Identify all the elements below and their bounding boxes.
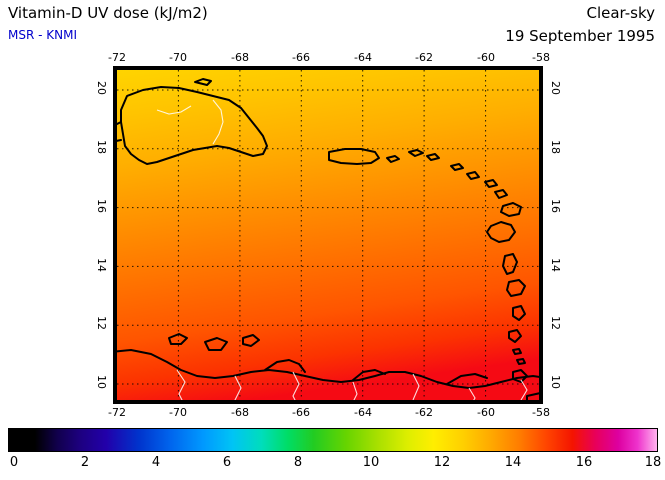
x-tick-top-5: -62 [415, 51, 433, 64]
colorbar-tick-9: 18 [644, 455, 662, 470]
map-plot: -72 -70 -68 -66 -64 -62 -60 -58 -72 -70 … [95, 51, 562, 419]
y-tick-left-1: 18 [95, 140, 108, 154]
y-tick-right-0: 20 [549, 81, 562, 95]
y-tick-left-3: 14 [95, 258, 108, 272]
y-tick-right-5: 10 [549, 375, 562, 389]
colorbar [8, 428, 658, 452]
x-tick-top-3: -66 [292, 51, 310, 64]
data-source-label: MSR - KNMI [8, 28, 78, 42]
colorbar-tick-0: 0 [9, 455, 19, 470]
colorbar-gradient [8, 428, 658, 452]
x-tick-bottom-4: -64 [354, 406, 372, 419]
x-tick-bottom-5: -62 [415, 406, 433, 419]
x-tick-top-2: -68 [231, 51, 249, 64]
x-tick-bottom-7: -58 [532, 406, 550, 419]
y-tick-right-4: 12 [549, 316, 562, 330]
y-tick-right-2: 16 [549, 199, 562, 213]
colorbar-tick-6: 12 [433, 455, 451, 470]
sky-condition-label: Clear-sky [586, 4, 655, 22]
colorbar-ticks: 0 2 4 6 8 10 12 14 16 18 [8, 455, 661, 473]
colorbar-tick-8: 16 [575, 455, 593, 470]
colorbar-tick-5: 10 [362, 455, 380, 470]
colorbar-tick-7: 14 [504, 455, 522, 470]
y-tick-right-1: 18 [549, 140, 562, 154]
x-tick-bottom-1: -70 [169, 406, 187, 419]
colorbar-tick-1: 2 [80, 455, 90, 470]
x-tick-bottom-6: -60 [477, 406, 495, 419]
y-tick-left-2: 16 [95, 199, 108, 213]
date-label: 19 September 1995 [505, 27, 655, 45]
x-tick-top-0: -72 [108, 51, 126, 64]
colorbar-tick-3: 6 [222, 455, 232, 470]
x-tick-top-7: -58 [532, 51, 550, 64]
x-tick-top-6: -60 [477, 51, 495, 64]
x-tick-top-1: -70 [169, 51, 187, 64]
y-tick-left-0: 20 [95, 81, 108, 95]
x-tick-bottom-3: -66 [292, 406, 310, 419]
x-tick-top-4: -64 [354, 51, 372, 64]
y-tick-right-3: 14 [549, 258, 562, 272]
y-tick-left-4: 12 [95, 316, 108, 330]
colorbar-tick-2: 4 [151, 455, 161, 470]
uv-dose-heatmap [117, 70, 539, 400]
x-tick-bottom-0: -72 [108, 406, 126, 419]
x-tick-bottom-2: -68 [231, 406, 249, 419]
page-title: Vitamin-D UV dose (kJ/m2) [8, 4, 208, 22]
y-tick-left-5: 10 [95, 375, 108, 389]
map-frame [113, 66, 543, 404]
colorbar-tick-4: 8 [293, 455, 303, 470]
